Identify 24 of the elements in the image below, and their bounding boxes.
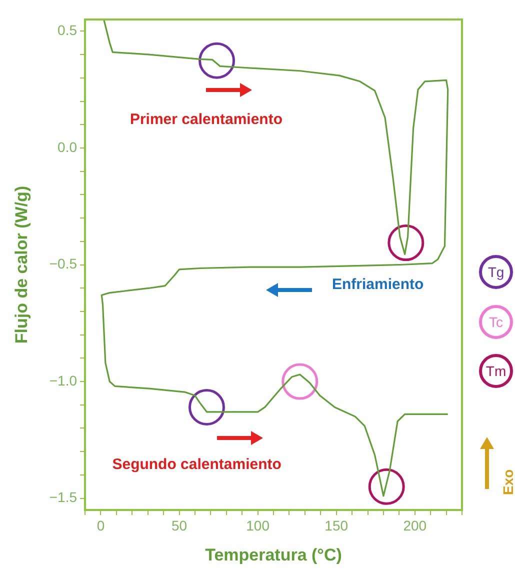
text: Exo bbox=[500, 469, 515, 495]
x-tick-label: 50 bbox=[171, 517, 188, 534]
y-axis-title: Flujo de calor (W/g) bbox=[12, 186, 31, 344]
text: Tg bbox=[479, 255, 513, 289]
text: Tm bbox=[479, 354, 513, 388]
annotation: Primer calentamiento bbox=[130, 110, 282, 128]
x-tick-label: 100 bbox=[246, 517, 270, 534]
annotation: Segundo calentamiento bbox=[112, 456, 282, 473]
text: Tc bbox=[479, 305, 513, 339]
y-tick-label: 0.5 bbox=[58, 22, 78, 38]
x-axis-title: Temperatura (°C) bbox=[205, 545, 342, 564]
point bbox=[368, 468, 405, 505]
y-tick-label: 0.0 bbox=[58, 138, 78, 155]
y-tick-label: −1.0 bbox=[49, 372, 78, 388]
y-tick-label: −1.5 bbox=[49, 489, 78, 506]
point bbox=[198, 42, 236, 79]
point bbox=[188, 388, 225, 426]
x-tick-label: 200 bbox=[403, 517, 427, 534]
point bbox=[388, 224, 424, 262]
x-tick-label: 0 bbox=[96, 517, 105, 534]
point bbox=[282, 363, 318, 400]
x-tick-label: 150 bbox=[324, 517, 348, 534]
annotation: Enfriamiento bbox=[332, 276, 424, 293]
y-tick-label: −0.5 bbox=[49, 256, 78, 272]
